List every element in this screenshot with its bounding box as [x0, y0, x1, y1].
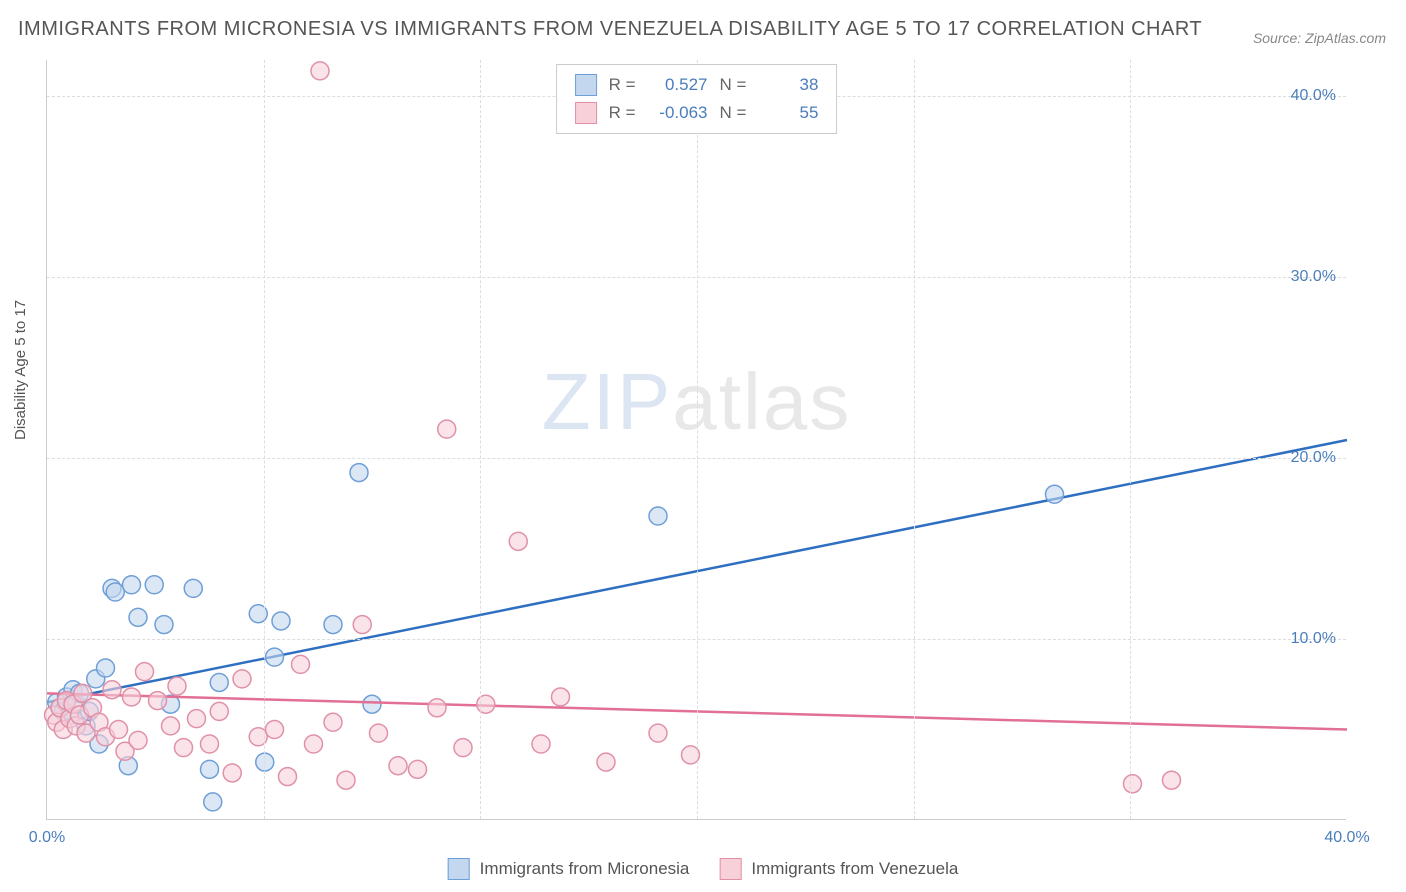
r-value-0: 0.527 — [648, 71, 708, 99]
data-point — [103, 681, 121, 699]
data-point — [1163, 771, 1181, 789]
legend-bottom-label-1: Immigrants from Venezuela — [751, 859, 958, 879]
legend-item-1: Immigrants from Venezuela — [719, 858, 958, 880]
legend-bottom-swatch-1 — [719, 858, 741, 880]
data-point — [210, 673, 228, 691]
y-tick-label: 40.0% — [1291, 87, 1336, 105]
data-point — [292, 655, 310, 673]
data-point — [438, 420, 456, 438]
legend-row-0: R = 0.527 N = 38 — [575, 71, 819, 99]
data-point — [110, 721, 128, 739]
data-point — [266, 648, 284, 666]
legend-swatch-0 — [575, 74, 597, 96]
data-point — [324, 713, 342, 731]
chart-title: IMMIGRANTS FROM MICRONESIA VS IMMIGRANTS… — [18, 18, 1202, 41]
data-point — [233, 670, 251, 688]
data-point — [597, 753, 615, 771]
data-point — [97, 659, 115, 677]
data-point — [311, 62, 329, 80]
data-point — [184, 579, 202, 597]
data-point — [149, 692, 167, 710]
data-point — [305, 735, 323, 753]
data-point — [409, 760, 427, 778]
y-tick-label: 10.0% — [1291, 630, 1336, 648]
data-point — [363, 695, 381, 713]
data-point — [210, 702, 228, 720]
r-label-1: R = — [609, 99, 636, 127]
n-label-1: N = — [720, 99, 747, 127]
data-point — [155, 616, 173, 634]
data-point — [201, 760, 219, 778]
data-point — [204, 793, 222, 811]
data-point — [454, 739, 472, 757]
y-tick-label: 20.0% — [1291, 449, 1336, 467]
data-point — [129, 608, 147, 626]
data-point — [272, 612, 290, 630]
data-point — [1046, 485, 1064, 503]
data-point — [428, 699, 446, 717]
x-tick-label: 0.0% — [29, 829, 65, 847]
gridline-v — [480, 60, 481, 819]
data-point — [136, 663, 154, 681]
y-axis-title: Disability Age 5 to 17 — [12, 300, 29, 440]
data-point — [532, 735, 550, 753]
data-point — [129, 731, 147, 749]
data-point — [145, 576, 163, 594]
plot-area: ZIPatlas R = 0.527 N = 38 R = -0.063 N =… — [46, 60, 1346, 820]
correlation-legend: R = 0.527 N = 38 R = -0.063 N = 55 — [556, 64, 838, 134]
data-point — [324, 616, 342, 634]
n-label-0: N = — [720, 71, 747, 99]
y-tick-label: 30.0% — [1291, 268, 1336, 286]
data-point — [279, 768, 297, 786]
gridline-v — [264, 60, 265, 819]
legend-item-0: Immigrants from Micronesia — [448, 858, 690, 880]
data-point — [123, 688, 141, 706]
gridline-v — [914, 60, 915, 819]
data-point — [266, 721, 284, 739]
data-point — [649, 507, 667, 525]
data-point — [106, 583, 124, 601]
r-value-1: -0.063 — [648, 99, 708, 127]
legend-bottom-swatch-0 — [448, 858, 470, 880]
data-point — [168, 677, 186, 695]
r-label-0: R = — [609, 71, 636, 99]
series-legend: Immigrants from Micronesia Immigrants fr… — [448, 858, 959, 880]
data-point — [552, 688, 570, 706]
x-tick-label: 40.0% — [1324, 829, 1369, 847]
data-point — [350, 464, 368, 482]
legend-row-1: R = -0.063 N = 55 — [575, 99, 819, 127]
legend-bottom-label-0: Immigrants from Micronesia — [480, 859, 690, 879]
data-point — [649, 724, 667, 742]
data-point — [370, 724, 388, 742]
source-label: Source: ZipAtlas.com — [1253, 30, 1386, 46]
data-point — [201, 735, 219, 753]
data-point — [389, 757, 407, 775]
gridline-v — [697, 60, 698, 819]
legend-swatch-1 — [575, 102, 597, 124]
data-point — [123, 576, 141, 594]
data-point — [509, 532, 527, 550]
data-point — [1124, 775, 1142, 793]
n-value-0: 38 — [758, 71, 818, 99]
data-point — [337, 771, 355, 789]
data-point — [162, 717, 180, 735]
data-point — [188, 710, 206, 728]
n-value-1: 55 — [758, 99, 818, 127]
data-point — [175, 739, 193, 757]
gridline-v — [1130, 60, 1131, 819]
data-point — [353, 616, 371, 634]
data-point — [223, 764, 241, 782]
